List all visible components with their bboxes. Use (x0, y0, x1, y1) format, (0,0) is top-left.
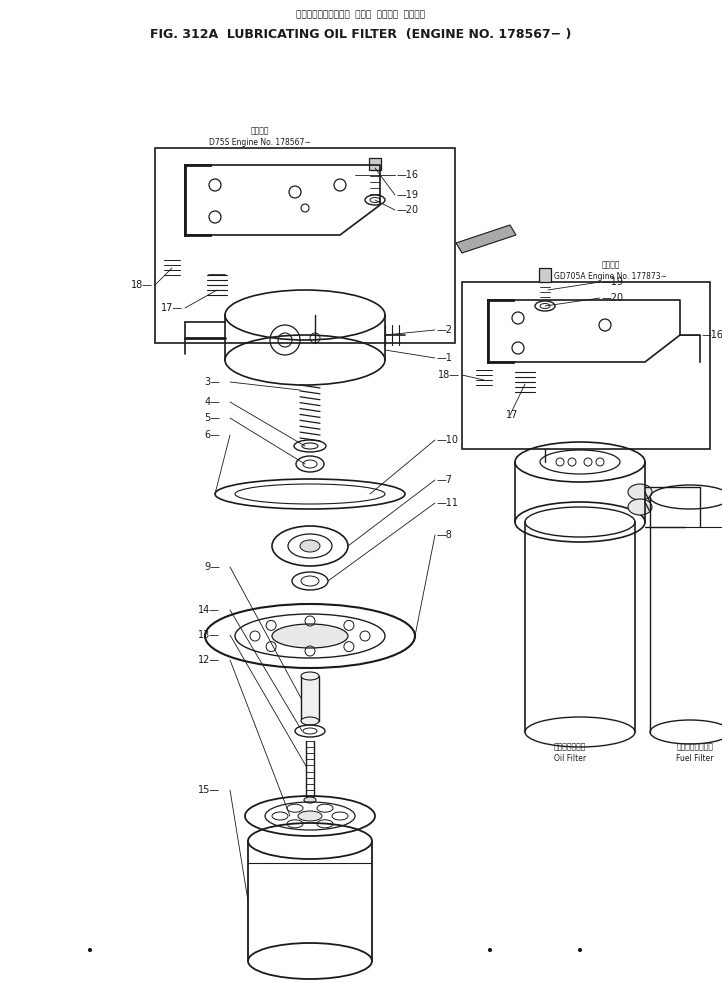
Text: 15—: 15— (198, 785, 220, 795)
Text: 4—: 4— (204, 397, 220, 407)
Text: フェスルフィルタ: フェスルフィルタ (677, 742, 713, 751)
Ellipse shape (301, 717, 319, 725)
Ellipse shape (298, 811, 322, 821)
Text: Oil Filter: Oil Filter (554, 754, 586, 763)
Bar (301, 676, 319, 721)
Bar (539, 268, 551, 282)
Text: 適用専機: 適用専機 (601, 260, 620, 269)
Text: 5—: 5— (204, 413, 220, 423)
Ellipse shape (628, 499, 652, 515)
Circle shape (489, 949, 492, 952)
Text: —20: —20 (602, 293, 624, 303)
Ellipse shape (304, 797, 316, 803)
Text: 17—: 17— (161, 303, 183, 313)
Text: —10: —10 (437, 435, 459, 445)
Bar (369, 158, 381, 170)
Text: —20: —20 (397, 205, 419, 215)
Text: 18—: 18— (131, 280, 153, 290)
Text: オイルフィルタ: オイルフィルタ (554, 742, 586, 751)
Text: FIG. 312A  LUBRICATING OIL FILTER  (ENGINE NO. 178567− ): FIG. 312A LUBRICATING OIL FILTER (ENGINE… (150, 28, 572, 41)
Bar (462, 282, 710, 449)
Text: —16: —16 (397, 170, 419, 180)
Text: 適用専機: 適用専機 (251, 126, 269, 135)
Text: GD705A Engine No. 177873∼: GD705A Engine No. 177873∼ (554, 272, 667, 281)
Ellipse shape (628, 484, 652, 500)
Bar (155, 148, 455, 343)
Circle shape (578, 949, 581, 952)
Text: —1: —1 (437, 353, 453, 363)
Text: 3—: 3— (204, 377, 220, 387)
Text: ルーブリケーティング オイル フィルタ 適用専機: ルーブリケーティング オイル フィルタ 適用専機 (297, 10, 425, 19)
Text: 9—: 9— (204, 562, 220, 572)
Text: 18—: 18— (438, 370, 460, 380)
Text: —16: —16 (702, 330, 722, 340)
Text: —11: —11 (437, 498, 459, 508)
Text: 6—: 6— (204, 430, 220, 440)
Text: —7: —7 (437, 475, 453, 485)
Text: D75S Engine No. 178567∼: D75S Engine No. 178567∼ (209, 138, 311, 147)
Ellipse shape (272, 624, 348, 648)
Text: 17: 17 (506, 410, 518, 420)
Text: 12—: 12— (198, 655, 220, 665)
Text: 13—: 13— (198, 630, 220, 640)
Ellipse shape (300, 540, 320, 552)
Text: —19: —19 (397, 190, 419, 200)
Text: —19: —19 (602, 277, 624, 287)
Text: 14—: 14— (198, 605, 220, 615)
Text: —8: —8 (437, 530, 453, 540)
Polygon shape (456, 225, 516, 253)
Circle shape (89, 949, 92, 952)
Text: —2: —2 (437, 325, 453, 335)
Ellipse shape (301, 672, 319, 680)
Text: Fuel Filter: Fuel Filter (677, 754, 714, 763)
